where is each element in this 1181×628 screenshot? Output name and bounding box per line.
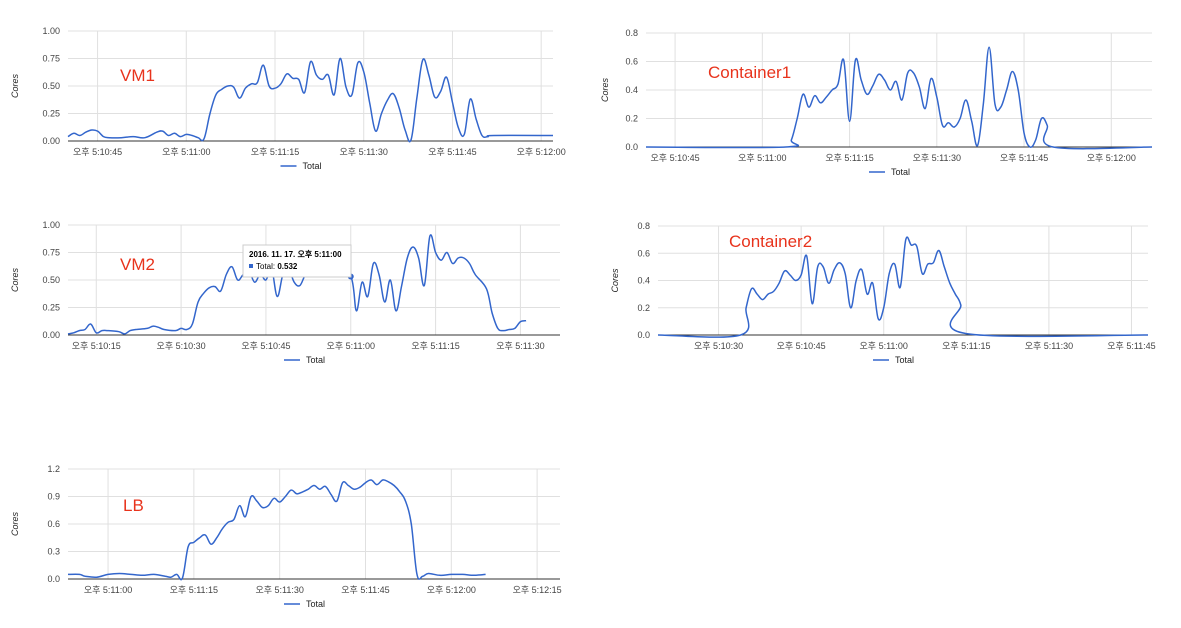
container1-chart: 0.0 0.2 0.4 0.6 0.8 오후 5:10:45 오후 5:11:00 오후 5:… <box>590 22 1170 182</box>
y-tick-label: 0.0 <box>47 574 60 584</box>
panel-label: VM2 <box>120 255 155 274</box>
y-tick-label: 0.2 <box>637 303 650 313</box>
x-tick-label: 오후 5:11:15 <box>825 153 873 163</box>
x-tick-label: 오후 5:11:30 <box>340 147 388 157</box>
x-tick-label: 오후 5:11:00 <box>327 341 375 351</box>
x-tick-label: 오후 5:10:30 <box>694 341 743 351</box>
x-tick-label: 오후 5:11:15 <box>411 341 459 351</box>
series-line-total[interactable] <box>658 237 1148 337</box>
panel-label: Container1 <box>708 63 791 82</box>
y-tick-label: 1.00 <box>42 220 60 230</box>
series-line-total[interactable] <box>68 480 486 580</box>
y-tick-label: 0.25 <box>42 303 60 313</box>
y-axis-title: Cores <box>10 512 20 537</box>
x-tick-label: 오후 5:12:15 <box>513 585 562 595</box>
legend-entry-total[interactable]: Total <box>895 355 914 365</box>
y-tick-label: 0.8 <box>637 221 650 231</box>
x-tick-label: 오후 5:10:15 <box>72 341 121 351</box>
legend-entry-total[interactable]: Total <box>303 161 322 171</box>
y-tick-label: 0.6 <box>625 57 638 67</box>
y-axis-title: Cores <box>10 74 20 99</box>
y-tick-label: 0.4 <box>625 85 638 95</box>
x-tick-label: 오후 5:11:00 <box>860 341 908 351</box>
y-tick-label: 0.00 <box>42 136 60 146</box>
x-tick-label: 오후 5:11:00 <box>738 153 786 163</box>
x-tick-label: 오후 5:11:15 <box>251 147 299 157</box>
x-tick-label: 오후 5:10:30 <box>157 341 206 351</box>
tooltip-series-name: Total <box>256 262 273 271</box>
x-tick-label: 오후 5:10:45 <box>241 341 290 351</box>
lb-chart: 0.0 0.3 0.6 0.9 1.2 오후 5:11:00 오후 5:11:15 오후 5:… <box>0 458 570 618</box>
y-tick-label: 0.4 <box>637 276 650 286</box>
y-tick-label: 0.6 <box>637 248 650 258</box>
x-tick-label: 오후 5:11:30 <box>913 153 961 163</box>
panel-label: Container2 <box>729 232 812 251</box>
y-tick-label: 0.9 <box>47 492 60 502</box>
x-tick-label: 오후 5:11:15 <box>170 585 218 595</box>
panel-label: LB <box>123 496 144 515</box>
container2-chart: 0.0 0.2 0.4 0.6 0.8 오후 5:10:30 오후 5:10:45 오후 5:… <box>600 215 1170 375</box>
y-tick-label: 1.2 <box>47 464 60 474</box>
x-tick-label: 오후 5:12:00 <box>427 585 476 595</box>
y-axis-title: Cores <box>610 268 620 293</box>
y-tick-label: 0.3 <box>47 547 60 557</box>
x-tick-label: 오후 5:11:30 <box>255 585 303 595</box>
legend-entry-total[interactable]: Total <box>306 355 325 365</box>
tooltip-value: 0.532 <box>277 262 298 271</box>
y-tick-label: 0.2 <box>625 114 638 124</box>
y-tick-label: 0.25 <box>42 109 60 119</box>
y-tick-label: 0.0 <box>625 142 638 152</box>
y-tick-label: 0.75 <box>42 54 60 64</box>
y-axis-title: Cores <box>600 78 610 103</box>
x-tick-label: 오후 5:10:45 <box>777 341 826 351</box>
x-tick-label: 오후 5:11:00 <box>84 585 132 595</box>
x-tick-label: 오후 5:12:00 <box>1087 153 1136 163</box>
tooltip-value-row: Total: 0.532 <box>256 262 298 271</box>
x-tick-label: 오후 5:11:45 <box>1107 341 1155 351</box>
x-tick-label: 오후 5:11:45 <box>1000 153 1048 163</box>
vm2-chart: 0.00 0.25 0.50 0.75 1.00 오후 5:10:15 오후 5:10:30… <box>0 215 570 375</box>
y-tick-label: 0.50 <box>42 275 60 285</box>
y-tick-label: 0.8 <box>625 28 638 38</box>
y-axis-title: Cores <box>10 268 20 293</box>
y-tick-label: 0.50 <box>42 81 60 91</box>
tooltip-swatch <box>249 264 253 268</box>
x-tick-label: 오후 5:10:45 <box>73 147 122 157</box>
x-tick-label: 오후 5:11:00 <box>162 147 210 157</box>
x-tick-label: 오후 5:11:15 <box>942 341 990 351</box>
x-tick-label: 오후 5:11:30 <box>1025 341 1073 351</box>
y-tick-label: 0.6 <box>47 519 60 529</box>
panel-label: VM1 <box>120 66 155 85</box>
legend-entry-total[interactable]: Total <box>306 599 325 609</box>
x-tick-label: 오후 5:11:45 <box>428 147 476 157</box>
y-tick-label: 0.0 <box>637 330 650 340</box>
x-tick-label: 오후 5:12:00 <box>517 147 566 157</box>
y-tick-label: 0.00 <box>42 330 60 340</box>
x-tick-label: 오후 5:10:45 <box>651 153 700 163</box>
legend-entry-total[interactable]: Total <box>891 167 910 177</box>
vm1-chart: 0.00 0.25 0.50 0.75 1.00 오후 5:10:45 오후 5:11:00… <box>0 20 570 180</box>
tooltip-title: 2016. 11. 17. 오후 5:11:00 <box>249 249 342 259</box>
x-tick-label: 오후 5:11:45 <box>341 585 389 595</box>
y-tick-label: 0.75 <box>42 248 60 258</box>
x-tick-label: 오후 5:11:30 <box>496 341 544 351</box>
y-tick-label: 1.00 <box>42 26 60 36</box>
